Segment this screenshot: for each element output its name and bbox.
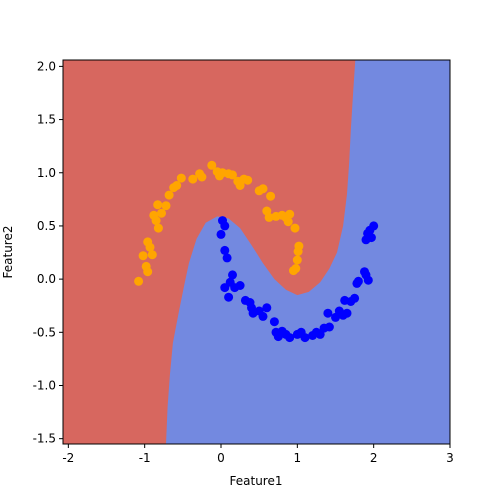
y-tick-label-7: 2.0 xyxy=(37,59,56,73)
plot-area xyxy=(63,60,450,444)
x-tick-label-5: 3 xyxy=(446,451,454,465)
points-layer xyxy=(134,160,379,343)
x-axis-label: Feature1 xyxy=(230,474,283,488)
data-point-series-0-0 xyxy=(134,276,144,286)
data-point-series-0-43 xyxy=(291,264,301,273)
y-tick-label-0: -1.5 xyxy=(33,432,56,446)
y-tick-label-4: 0.5 xyxy=(37,219,56,233)
data-point-series-0-12 xyxy=(161,201,171,211)
data-point-series-1-8 xyxy=(224,292,234,302)
data-point-series-0-10 xyxy=(153,223,163,233)
data-point-series-1-49 xyxy=(369,221,379,231)
region-class-0 xyxy=(63,60,356,444)
data-point-series-1-48 xyxy=(366,233,376,243)
data-point-series-1-9 xyxy=(228,270,237,280)
y-tick-label-2: -0.5 xyxy=(33,325,56,339)
data-point-series-0-45 xyxy=(294,241,304,251)
x-tick-label-3: 1 xyxy=(294,451,302,465)
y-axis-label: Feature2 xyxy=(1,226,15,279)
data-point-series-0-5 xyxy=(145,242,155,252)
data-point-series-0-20 xyxy=(207,160,217,170)
plot-frame xyxy=(62,59,451,445)
data-point-series-1-2 xyxy=(220,221,230,231)
data-point-series-1-3 xyxy=(220,245,230,255)
data-point-series-0-3 xyxy=(143,267,153,277)
data-point-series-0-15 xyxy=(172,181,182,190)
data-point-series-0-11 xyxy=(157,208,166,218)
data-point-series-1-36 xyxy=(342,308,352,318)
data-point-series-0-42 xyxy=(292,255,302,265)
x-axis: -2 -1 0 1 2 3 xyxy=(62,444,454,465)
data-point-series-0-13 xyxy=(164,190,174,200)
data-point-series-1-26 xyxy=(300,333,310,343)
data-point-series-0-8 xyxy=(151,216,161,226)
data-point-series-0-9 xyxy=(153,200,163,210)
data-point-series-1-31 xyxy=(324,322,334,332)
data-point-series-1-17 xyxy=(262,303,272,313)
x-tick-label-4: 2 xyxy=(370,451,378,465)
data-point-series-1-16 xyxy=(258,311,268,321)
data-point-series-0-34 xyxy=(264,212,274,222)
y-tick-label-3: 0.0 xyxy=(37,272,56,286)
data-point-series-0-25 xyxy=(228,170,237,180)
data-point-series-1-0 xyxy=(216,229,226,239)
y-tick-label-5: 1.0 xyxy=(37,166,56,180)
data-point-series-1-10 xyxy=(235,281,245,290)
x-tick-label-1: -1 xyxy=(139,451,151,465)
data-point-series-1-18 xyxy=(269,317,279,327)
data-point-series-0-31 xyxy=(258,184,268,194)
data-point-series-1-32 xyxy=(323,308,333,318)
data-point-series-1-4 xyxy=(222,253,232,263)
data-point-series-0-17 xyxy=(188,174,198,184)
data-point-series-0-16 xyxy=(176,173,186,183)
data-point-series-0-38 xyxy=(283,217,293,227)
x-tick-label-0: -2 xyxy=(62,451,74,465)
y-tick-label-1: -1.0 xyxy=(33,378,56,392)
data-point-series-0-29 xyxy=(243,175,253,185)
data-point-series-0-1 xyxy=(138,251,148,261)
data-point-series-0-41 xyxy=(290,223,300,233)
data-point-series-0-33 xyxy=(266,191,276,201)
data-point-series-0-39 xyxy=(285,209,295,219)
data-point-series-0-19 xyxy=(197,172,207,182)
data-point-series-1-41 xyxy=(353,276,363,286)
data-point-series-1-44 xyxy=(363,275,373,285)
y-axis: -1.5 -1.0 -0.5 0.0 0.5 1.0 1.5 2.0 xyxy=(33,59,63,446)
x-tick-label-2: 0 xyxy=(217,451,225,465)
y-tick-label-6: 1.5 xyxy=(37,113,56,127)
data-point-series-0-6 xyxy=(147,250,157,260)
data-point-series-1-39 xyxy=(350,293,360,303)
data-point-series-1-23 xyxy=(285,333,295,343)
